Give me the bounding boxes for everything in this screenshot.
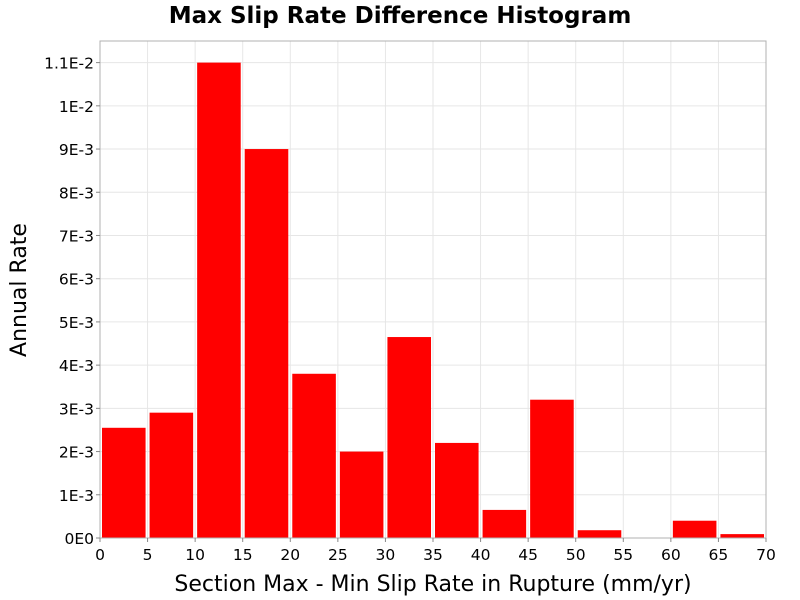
- bars: [102, 62, 764, 539]
- x-tick-label: 70: [756, 546, 776, 564]
- y-axis-label: Annual Rate: [7, 223, 32, 357]
- y-axis-ticks: 0E0 1E-3 2E-3 3E-3 4E-3 5E-3 6E-3 7E-3 8E-3 9E-3 1…: [44, 55, 100, 548]
- histogram-bar: [530, 399, 574, 538]
- y-tick-label: 7E-3: [59, 227, 94, 245]
- x-tick-label: 45: [518, 546, 538, 564]
- histogram-bar: [720, 534, 764, 538]
- y-tick-label: 8E-3: [59, 184, 94, 202]
- histogram-bar: [577, 530, 622, 538]
- histogram-bar: [244, 149, 289, 539]
- chart-title: Max Slip Rate Difference Histogram: [169, 3, 632, 29]
- y-tick-label: 2E-3: [59, 444, 94, 462]
- x-tick-label: 25: [328, 546, 348, 564]
- grid-lines: [99, 41, 767, 539]
- x-tick-label: 5: [143, 546, 153, 564]
- histogram-bar: [292, 373, 336, 538]
- y-tick-label: 3E-3: [59, 400, 94, 418]
- x-tick-label: 60: [661, 546, 681, 564]
- y-tick-label: 9E-3: [59, 141, 94, 159]
- x-tick-label: 20: [280, 546, 300, 564]
- x-axis-ticks: 0 5 10 15 20 25 30 35 40 45 50 55 60 65 70: [95, 538, 776, 564]
- y-tick-label: 1E-3: [59, 487, 94, 505]
- histogram-bar: [435, 442, 479, 538]
- x-tick-label: 30: [376, 546, 396, 564]
- histogram-bar: [482, 509, 527, 538]
- histogram-bar: [672, 520, 717, 538]
- x-tick-label: 40: [471, 546, 491, 564]
- histogram-bar: [387, 337, 431, 538]
- y-tick-label: 1.1E-2: [44, 55, 94, 73]
- y-tick-label: 0E0: [64, 530, 94, 548]
- histogram-bar: [339, 451, 384, 538]
- y-tick-label: 1E-2: [59, 98, 94, 116]
- x-tick-label: 0: [95, 546, 105, 564]
- x-tick-label: 65: [709, 546, 729, 564]
- x-tick-label: 50: [566, 546, 586, 564]
- x-tick-label: 35: [423, 546, 443, 564]
- histogram-bar: [149, 412, 194, 538]
- x-axis-label: Section Max - Min Slip Rate in Rupture (…: [174, 572, 691, 597]
- x-tick-label: 55: [613, 546, 633, 564]
- x-tick-label: 10: [185, 546, 205, 564]
- y-tick-label: 4E-3: [59, 357, 94, 375]
- histogram-bar: [197, 62, 241, 538]
- x-tick-label: 15: [233, 546, 253, 564]
- y-tick-label: 5E-3: [59, 314, 94, 332]
- histogram-bar: [102, 427, 146, 538]
- y-tick-label: 6E-3: [59, 271, 94, 289]
